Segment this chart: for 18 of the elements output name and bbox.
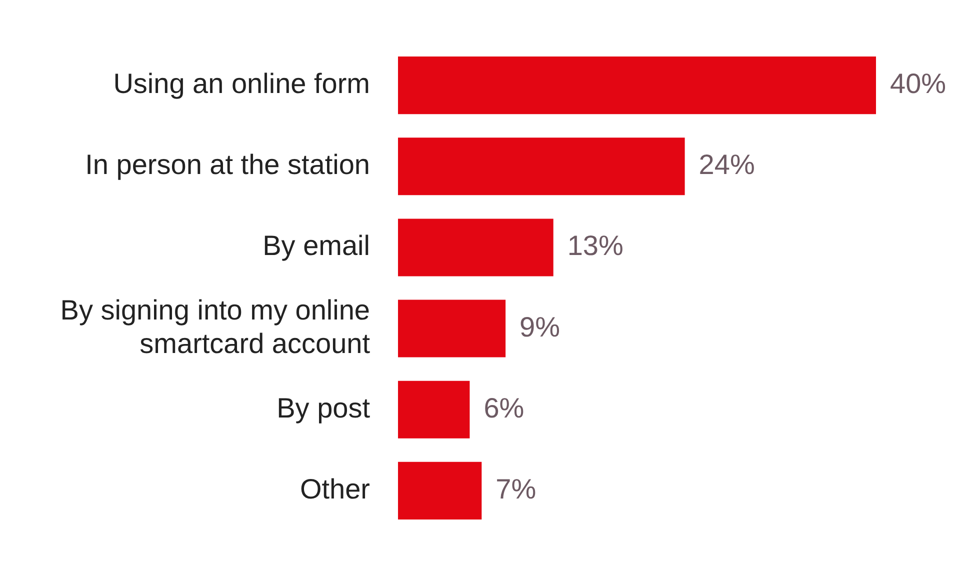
bar: [398, 300, 506, 358]
data-label: 40%: [890, 68, 946, 100]
data-label: 7%: [496, 473, 536, 504]
y-tick-label: By signing into my online smartcard account: [60, 294, 370, 360]
bar: [398, 138, 685, 196]
data-label: 6%: [484, 392, 524, 424]
y-tick-label: By post: [276, 392, 370, 424]
y-tick-label: By email: [262, 230, 370, 262]
y-tick-label: In person at the station: [85, 149, 370, 180]
data-label: 9%: [520, 311, 560, 342]
bar: [398, 56, 876, 114]
y-tick-label: Using an online form: [113, 68, 370, 100]
bar: [398, 380, 470, 438]
y-tick-label: Other: [300, 473, 370, 504]
data-label: 24%: [698, 149, 755, 180]
data-label: 13%: [567, 230, 624, 262]
bar: [398, 218, 554, 276]
bar: [398, 462, 482, 520]
